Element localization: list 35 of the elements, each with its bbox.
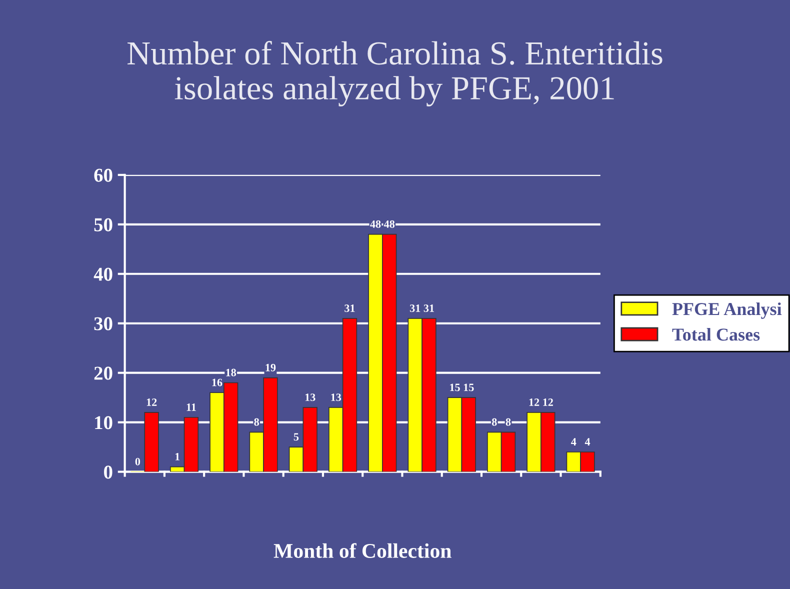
data-label: 8 — [254, 418, 260, 426]
data-label: 5 — [294, 433, 299, 441]
data-label: 12 — [543, 398, 553, 406]
data-label: 4 — [571, 438, 576, 446]
y-tick-label: 20 — [94, 366, 112, 380]
data-label: 48 — [384, 220, 395, 228]
data-label: 8 — [492, 418, 497, 426]
data-label: 19 — [266, 364, 276, 372]
y-tick-label: 10 — [95, 416, 112, 430]
data-label: 31 — [344, 304, 355, 312]
data-label: 15 — [464, 384, 474, 392]
legend-label: PFGE Analysi — [672, 302, 782, 319]
data-label: 13 — [305, 394, 316, 402]
data-label: 11 — [186, 403, 196, 411]
y-tick-label: 50 — [94, 218, 112, 232]
legend-label: Total Cases — [672, 328, 760, 341]
data-label: 13 — [331, 394, 342, 402]
data-label: 12 — [146, 398, 157, 406]
y-tick-label: 60 — [94, 168, 112, 182]
y-tick-label: 40 — [94, 268, 112, 281]
data-label: 18 — [226, 368, 236, 376]
data-label: 12 — [529, 398, 540, 406]
data-label: 31 — [424, 304, 434, 312]
x-axis-title: Month of Collection — [274, 543, 452, 558]
data-label: 48 — [370, 220, 381, 228]
data-label: 0 — [135, 458, 140, 466]
data-label: 31 — [410, 304, 420, 312]
data-label: 16 — [212, 378, 222, 386]
data-label: 8 — [506, 418, 511, 426]
y-tick-label: 0 — [104, 466, 112, 479]
y-tick-label: 30 — [94, 317, 112, 330]
data-label: 1 — [175, 452, 180, 460]
chart-title: Number of North Carolina S. Enteritidis isolates analyzed by PFGE, 2001 — [127, 40, 662, 106]
data-label: 15 — [450, 384, 460, 392]
data-label: 4 — [584, 438, 590, 446]
